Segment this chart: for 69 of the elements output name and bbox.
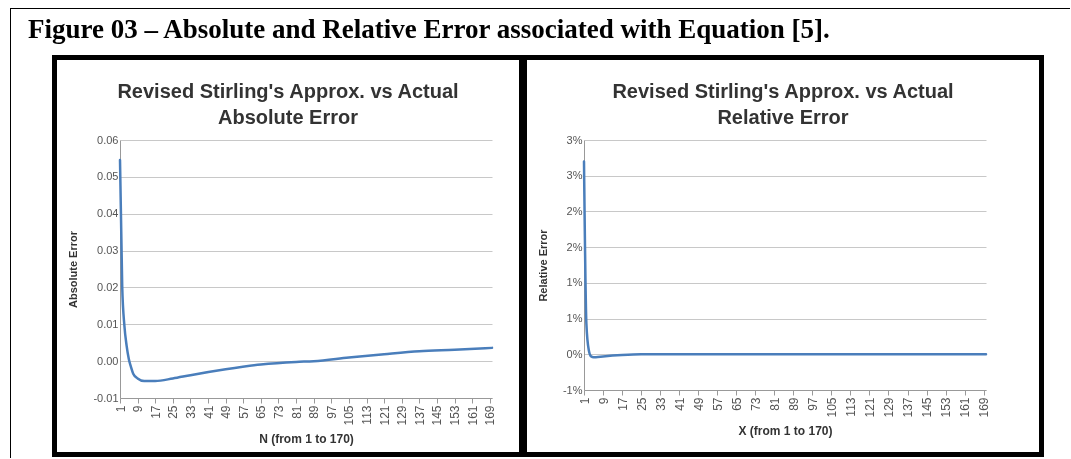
x-tick-label: 25 <box>634 397 649 411</box>
x-tick-label: 57 <box>236 405 251 419</box>
x-tick-label: 137 <box>901 397 915 418</box>
line-series <box>582 160 988 359</box>
y-tick-label: 0.00 <box>97 354 119 367</box>
x-tick-label: 17 <box>615 397 630 411</box>
x-tick-label: 161 <box>465 405 480 426</box>
x-tick-label: 49 <box>691 397 706 411</box>
y-tick-label: 1% <box>566 312 583 325</box>
y-tick-label: 0.05 <box>97 170 119 183</box>
x-tick-label: 73 <box>271 405 286 419</box>
x-tick-label: 137 <box>412 405 427 426</box>
x-tick-label: 113 <box>843 397 858 417</box>
x-tick-label: 153 <box>939 397 954 418</box>
y-tick-label: 0.03 <box>97 244 119 257</box>
x-axis-title: X (from 1 to 170) <box>738 423 833 438</box>
x-tick-label: 65 <box>729 397 744 411</box>
x-tick-label: 73 <box>748 397 763 411</box>
x-tick-label: 145 <box>430 405 445 426</box>
x-tick-label: 97 <box>805 397 820 411</box>
x-tick-label: 169 <box>483 405 498 426</box>
x-tick-label: 49 <box>219 405 234 419</box>
x-tick-label: 97 <box>324 405 339 419</box>
x-tick-label: 41 <box>201 405 216 419</box>
x-tick-label: 129 <box>395 405 410 426</box>
x-tick-label: 121 <box>377 405 392 426</box>
x-tick-label: 105 <box>342 405 357 426</box>
y-tick-label: 0.04 <box>97 207 119 220</box>
x-tick-label: 25 <box>166 405 181 419</box>
x-tick-label: 169 <box>977 397 992 418</box>
x-tick-label: 1 <box>577 397 592 405</box>
x-tick-label: 145 <box>920 397 935 418</box>
caption: Figure 03 – Absolute and Relative Error associated with Equation [5]. <box>28 14 830 45</box>
y-tick-label: -1% <box>562 383 583 396</box>
chart-title: Revised Stirling's Approx. vs Actual Relative Error <box>611 79 955 130</box>
x-tick-label: 89 <box>786 397 801 411</box>
x-axis-title: N (from 1 to 170) <box>259 431 354 446</box>
y-tick-label: 2% <box>566 204 583 217</box>
x-tick-label: 17 <box>148 405 163 419</box>
y-tick-label: 0.06 <box>97 133 119 146</box>
x-tick-label: 33 <box>183 405 198 419</box>
x-tick-label: 41 <box>672 397 687 411</box>
line-series <box>118 158 494 383</box>
y-tick-label: 1% <box>566 276 583 289</box>
x-tick-label: 121 <box>862 397 877 418</box>
x-tick-label: 65 <box>254 405 269 419</box>
y-tick-label: 3% <box>566 133 583 146</box>
y-axis-title: Relative Error <box>536 228 549 302</box>
x-tick-label: 153 <box>448 405 463 426</box>
x-tick-label: 105 <box>824 397 839 418</box>
chart-title: Revised Stirling's Approx. vs Actual Absolute Error <box>116 79 460 130</box>
x-tick-label: 81 <box>767 397 782 411</box>
x-tick-label: 113 <box>360 405 375 425</box>
x-tick-label: 57 <box>710 397 725 411</box>
x-tick-label: 81 <box>289 405 304 419</box>
y-tick-label: 0% <box>566 347 583 360</box>
x-tick-label: 129 <box>881 397 896 418</box>
y-tick-label: 0.01 <box>97 317 119 330</box>
x-tick-label: 9 <box>131 405 146 413</box>
y-tick-label: 0.02 <box>97 280 119 293</box>
x-tick-label: 161 <box>958 397 973 418</box>
x-tick-label: 9 <box>596 397 611 405</box>
y-tick-label: -0.01 <box>93 391 119 404</box>
x-tick-label: 89 <box>307 405 322 419</box>
y-tick-label: 3% <box>566 169 583 182</box>
x-tick-label: 33 <box>653 397 668 411</box>
y-axis-title: Absolute Error <box>67 230 80 309</box>
y-tick-label: 2% <box>566 240 583 253</box>
x-tick-label: 1 <box>113 405 128 413</box>
